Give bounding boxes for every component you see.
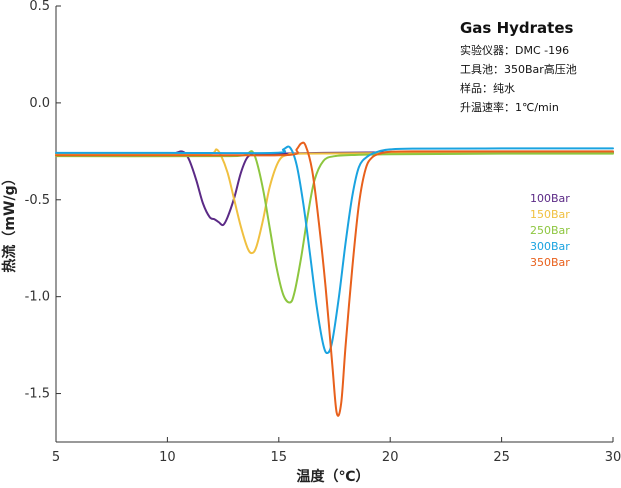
- y-tick-label: 0.0: [29, 96, 50, 111]
- series-line-150bar: [55, 148, 614, 255]
- axes-layer: 5 10 15 20 25 30 0.5 0.0 -0.5 -1.0 -1.5: [25, 0, 621, 465]
- x-tick-label: 10: [159, 450, 176, 465]
- annotation-line-sample: 样品：纯水: [460, 81, 515, 95]
- legend-item-350bar: 350Bar: [530, 256, 570, 269]
- legend-item-150bar: 150Bar: [530, 208, 570, 221]
- x-tick-label: 25: [493, 450, 510, 465]
- y-axis-title: 热流（mW/g）: [1, 171, 18, 272]
- annotation-line-rate: 升温速率：1℃/min: [460, 100, 559, 114]
- legend-item-100bar: 100Bar: [530, 192, 570, 205]
- annotation-layer: Gas Hydrates 实验仪器：DMC -196 工具池：350Bar高压池…: [460, 19, 577, 114]
- y-tick-label: -1.0: [25, 290, 50, 305]
- series-line-300bar: [55, 145, 614, 355]
- y-tick-label: 0.5: [29, 0, 50, 14]
- x-axis-title: 温度（℃）: [297, 468, 370, 485]
- legend: 100Bar 150Bar 250Bar 300Bar 350Bar: [530, 192, 570, 269]
- legend-item-250bar: 250Bar: [530, 224, 570, 237]
- x-tick-label: 15: [271, 450, 288, 465]
- y-tick-label: -1.5: [25, 387, 50, 402]
- series-layer: [55, 141, 614, 417]
- series-line-350bar: [55, 141, 614, 417]
- annotation-title: Gas Hydrates: [460, 19, 574, 37]
- annotation-line-cell: 工具池：350Bar高压池: [460, 62, 577, 76]
- x-tick-label: 30: [605, 450, 621, 465]
- y-tick-label: -0.5: [25, 193, 50, 208]
- x-tick-label: 5: [52, 450, 60, 465]
- legend-item-300bar: 300Bar: [530, 240, 570, 253]
- annotation-line-instrument: 实验仪器：DMC -196: [460, 43, 569, 57]
- x-tick-label: 20: [382, 450, 399, 465]
